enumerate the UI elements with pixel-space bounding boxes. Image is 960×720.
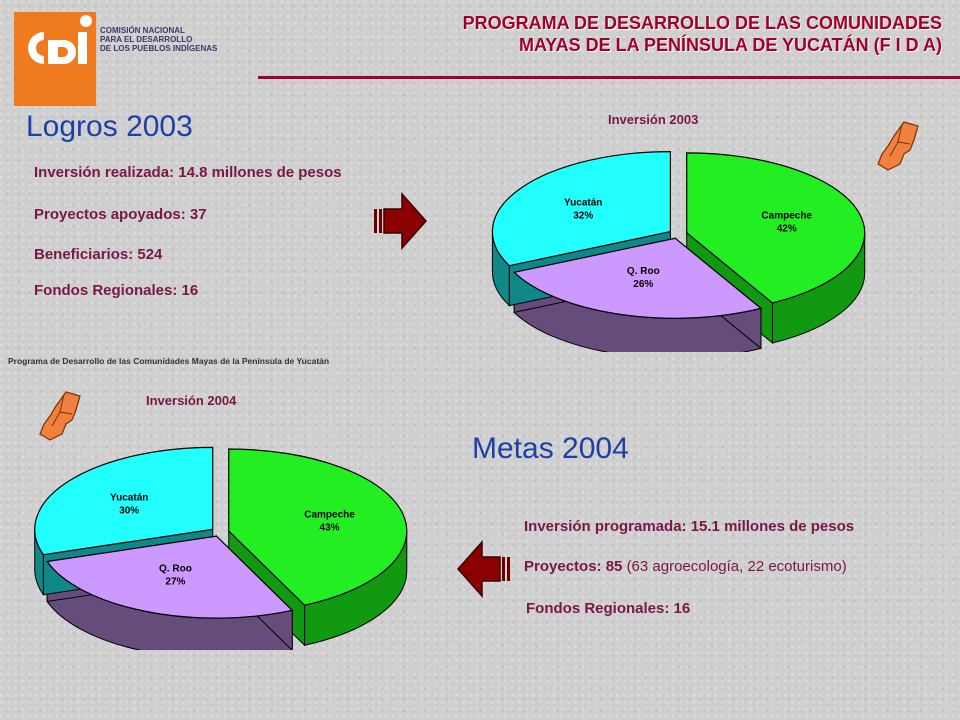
cdi-logo [14, 12, 96, 106]
chart-title-2003: Inversión 2003 [608, 112, 699, 127]
pie-chart-2004: Campeche 43% Q. Roo 27% Yucatán 30% [34, 446, 408, 650]
logros-item: Proyectos apoyados: 37 [34, 206, 207, 223]
pie2004-label-value: 27% [165, 576, 185, 587]
pie2004-label-value: 43% [320, 523, 340, 534]
logros-title: Logros 2003 [26, 110, 193, 143]
pie2003-slice-Yucatán [491, 150, 672, 267]
logo-line: DE LOS PUEBLOS INDÍGENAS [100, 44, 218, 53]
pie2003-label-category: Campeche [761, 211, 812, 222]
metas-title: Metas 2004 [472, 432, 629, 465]
pie2003-label-value: 42% [777, 224, 797, 235]
peninsula-map-icon [39, 391, 81, 441]
logros-item: Inversión realizada: 14.8 millones de pe… [34, 164, 342, 181]
page-title-line-1: PROGRAMA DE DESARROLLO DE LAS COMUNIDADE… [462, 13, 942, 33]
cdi-logo-mark [28, 15, 92, 64]
peninsula-map-icon [877, 121, 919, 171]
right-arrow-icon [374, 192, 428, 250]
pie2003-slice-Q. Roo [512, 237, 763, 319]
pie2003-label-value: 32% [573, 210, 593, 221]
logros-item: Beneficiarios: 524 [34, 246, 163, 263]
metas-proyectos: Proyectos: 85 (63 agroecología, 22 ecotu… [524, 558, 847, 575]
metas-inversion: Inversión programada: 15.1 millones de p… [524, 518, 855, 535]
page-title: PROGRAMA DE DESARROLLO DE LAS COMUNIDADE… [322, 12, 942, 56]
pie2003-slice-Campeche [686, 152, 866, 304]
page-title-line-2: MAYAS DE LA PENÍNSULA DE YUCATÁN (F I D … [518, 35, 942, 55]
logros-item: Fondos Regionales: 16 [34, 282, 199, 299]
pie2003-label-value: 26% [633, 279, 653, 290]
pie2004-label-value: 30% [119, 505, 139, 516]
metas-proyectos-detail: (63 agroecología, 22 ecoturismo) [626, 558, 847, 575]
pie2004-slice-Q. Roo [46, 535, 294, 619]
chart-title-2004: Inversión 2004 [146, 393, 237, 408]
pie2004-label-category: Yucatán [110, 492, 148, 503]
pie2004-slice-Yucatán [34, 446, 214, 556]
pie2004-label-category: Q. Roo [159, 563, 192, 574]
pie-chart-2003: Campeche 42% Q. Roo 26% Yucatán 32% [491, 150, 866, 352]
logo-text: COMISIÓN NACIONAL PARA EL DESARROLLO DE … [100, 26, 240, 53]
metas-proyectos-label: Proyectos: 85 [524, 558, 623, 575]
pie2004-slice-Campeche [228, 448, 408, 606]
pie2004-label-category: Campeche [304, 510, 355, 521]
logo-line: COMISIÓN NACIONAL [100, 26, 185, 35]
pie2003-label-category: Yucatán [564, 197, 602, 208]
footnote: Programa de Desarrollo de las Comunidade… [8, 356, 330, 366]
logo-line: PARA EL DESARROLLO [100, 35, 193, 44]
left-arrow-icon [456, 540, 510, 598]
pie2003-label-category: Q. Roo [627, 266, 660, 277]
metas-fondos: Fondos Regionales: 16 [526, 600, 691, 617]
header-divider [258, 76, 960, 79]
